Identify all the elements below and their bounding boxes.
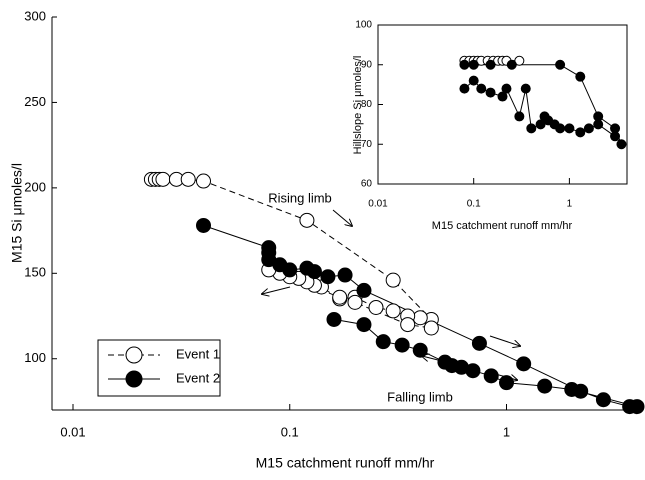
data-point bbox=[564, 123, 575, 134]
x-tick-label: 1 bbox=[567, 199, 573, 210]
data-point bbox=[506, 59, 517, 70]
x-tick-label: 0.1 bbox=[281, 424, 299, 439]
data-point bbox=[385, 303, 401, 319]
data-point bbox=[593, 119, 604, 130]
data-point bbox=[347, 294, 363, 310]
legend-marker bbox=[125, 346, 143, 364]
data-point bbox=[468, 59, 479, 70]
x-tick-label: 0.1 bbox=[467, 199, 481, 210]
data-point bbox=[471, 335, 487, 351]
legend-label: Event 2 bbox=[176, 370, 220, 385]
legend-box bbox=[97, 339, 221, 397]
inset-frame bbox=[377, 24, 628, 185]
data-point bbox=[282, 262, 298, 278]
data-point bbox=[499, 375, 515, 391]
data-point bbox=[516, 356, 532, 372]
inset-y-axis-title: Hillslope Si μmoles/l bbox=[352, 56, 364, 155]
data-point bbox=[356, 317, 372, 333]
y-tick-label: 150 bbox=[24, 265, 46, 280]
data-point bbox=[400, 317, 416, 333]
data-point bbox=[514, 111, 525, 122]
y-axis-title: M15 Si μmoles/l bbox=[9, 163, 25, 263]
data-point bbox=[595, 392, 611, 408]
data-point bbox=[476, 83, 487, 94]
data-point bbox=[155, 171, 171, 187]
data-point bbox=[583, 123, 594, 134]
data-point bbox=[485, 87, 496, 98]
data-point bbox=[610, 131, 621, 142]
data-point bbox=[412, 342, 428, 358]
data-point bbox=[394, 337, 410, 353]
data-point bbox=[459, 83, 470, 94]
data-point bbox=[332, 289, 348, 305]
annotation: Falling limb bbox=[387, 389, 453, 404]
y-tick-label: 100 bbox=[24, 350, 46, 365]
data-point bbox=[575, 127, 586, 138]
x-axis-title: M15 catchment runoff mm/hr bbox=[256, 455, 435, 471]
data-point bbox=[423, 320, 439, 336]
annotation: Rising limb bbox=[268, 190, 332, 205]
data-point bbox=[196, 173, 212, 189]
y-tick-label: 80 bbox=[361, 99, 373, 110]
data-point bbox=[485, 59, 496, 70]
data-point bbox=[412, 310, 428, 326]
x-tick-label: 0.01 bbox=[368, 199, 388, 210]
data-point bbox=[320, 269, 336, 285]
data-point bbox=[497, 91, 508, 102]
data-point bbox=[501, 83, 512, 94]
data-point bbox=[356, 282, 372, 298]
y-tick-label: 60 bbox=[361, 179, 373, 190]
data-point bbox=[468, 75, 479, 86]
data-point bbox=[520, 83, 531, 94]
x-tick-label: 1 bbox=[503, 424, 510, 439]
data-point bbox=[575, 71, 586, 82]
data-point bbox=[299, 212, 315, 228]
data-point bbox=[306, 264, 322, 280]
data-point bbox=[180, 171, 196, 187]
data-point bbox=[616, 139, 627, 150]
y-tick-label: 70 bbox=[361, 139, 373, 150]
y-tick-label: 100 bbox=[355, 20, 372, 31]
y-tick-label: 250 bbox=[24, 94, 46, 109]
x-tick-label: 0.01 bbox=[60, 424, 85, 439]
data-point bbox=[385, 272, 401, 288]
data-point bbox=[537, 378, 553, 394]
data-point bbox=[368, 299, 384, 315]
data-point bbox=[535, 119, 546, 130]
y-tick-label: 90 bbox=[361, 59, 373, 70]
data-point bbox=[375, 334, 391, 350]
data-point bbox=[483, 368, 499, 384]
data-point bbox=[555, 59, 566, 70]
legend-marker bbox=[125, 370, 143, 388]
data-point bbox=[514, 55, 525, 66]
data-point bbox=[539, 111, 550, 122]
legend-label: Event 1 bbox=[176, 346, 220, 361]
data-point bbox=[437, 354, 453, 370]
data-point bbox=[526, 123, 537, 134]
data-point bbox=[564, 381, 580, 397]
data-point bbox=[459, 59, 470, 70]
data-point bbox=[337, 267, 353, 283]
data-point bbox=[629, 399, 645, 415]
data-point bbox=[196, 217, 212, 233]
inset-x-axis-title: M15 catchment runoff mm/hr bbox=[432, 220, 573, 232]
y-tick-label: 300 bbox=[24, 8, 46, 23]
data-point bbox=[326, 311, 342, 327]
y-tick-label: 200 bbox=[24, 179, 46, 194]
